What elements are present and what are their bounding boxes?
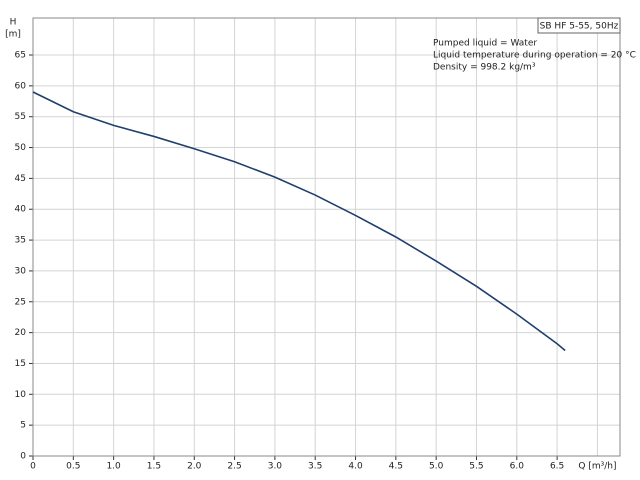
x-tick-label: 3.5: [308, 462, 322, 472]
y-tick-label: 50: [15, 143, 27, 153]
y-tick-label: 10: [15, 390, 27, 400]
y-tick-label: 35: [15, 236, 26, 246]
y-tick-label: 40: [15, 205, 27, 215]
x-tick-label: 2.0: [187, 462, 202, 472]
annotation: Liquid temperature during operation = 20…: [433, 51, 636, 61]
x-tick-label: 3.0: [268, 462, 283, 472]
y-tick-label: 25: [15, 297, 26, 307]
y-tick-label: 15: [15, 359, 26, 369]
y-axis-label: H: [10, 18, 17, 28]
legend-box: [537, 17, 621, 34]
x-tick-label: 4.5: [389, 462, 403, 472]
x-tick-label: 0: [30, 462, 36, 472]
x-tick-label: 6.5: [550, 462, 564, 472]
x-tick-label: 5.0: [429, 462, 444, 472]
x-tick-label: 1.5: [147, 462, 161, 472]
x-tick-label: 4.0: [348, 462, 363, 472]
x-tick-label: 1.0: [106, 462, 121, 472]
y-tick-label: 5: [20, 421, 26, 431]
legend-entry: SB HF 5-55, 50Hz: [540, 22, 619, 32]
y-axis-unit: [m]: [5, 30, 21, 40]
y-tick-label: 0: [20, 452, 26, 462]
x-tick-label: 2.5: [227, 462, 241, 472]
y-tick-label: 65: [15, 51, 26, 61]
x-tick-label: 6.0: [510, 462, 525, 472]
x-tick-label: 5.5: [469, 462, 483, 472]
x-tick-label: 0.5: [66, 462, 80, 472]
y-tick-label: 60: [15, 81, 27, 91]
annotation: Density = 998.2 kg/m³: [433, 63, 536, 73]
annotation: Pumped liquid = Water: [433, 39, 537, 49]
plot-frame: [32, 17, 621, 457]
y-tick-label: 45: [15, 174, 26, 184]
curve: [32, 91, 566, 352]
y-tick-label: 55: [15, 112, 26, 122]
y-tick-label: 30: [15, 266, 27, 276]
x-axis-label: Q [m³/h]: [578, 462, 616, 472]
y-tick-label: 20: [15, 328, 27, 338]
